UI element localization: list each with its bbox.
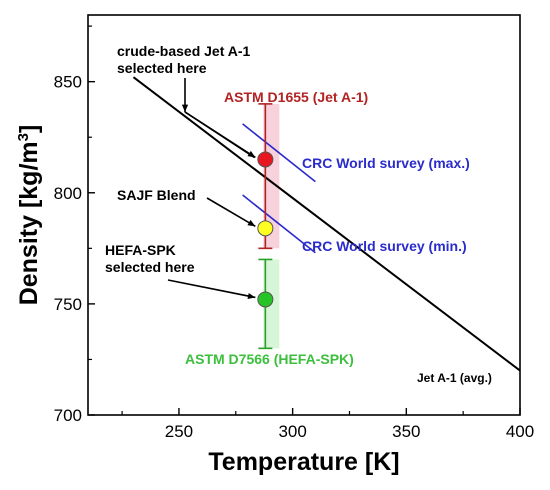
annotation-sajf: SAJF Blend (117, 187, 196, 203)
annotation-crc-min: CRC World survey (min.) (302, 238, 467, 254)
data-point-2 (257, 291, 274, 308)
range-band-0 (263, 103, 280, 249)
annotation-hefa-line1: HEFA-SPK (105, 242, 176, 258)
arrow-sajf-head (247, 219, 256, 227)
arrow-sajf (206, 197, 256, 228)
annotation-astm-d1655: ASTM D1655 (Jet A-1) (224, 89, 368, 105)
data-point-1 (257, 220, 274, 237)
y-tick-label: 750 (54, 295, 82, 314)
y-axis-title: Density [kg/m3] (15, 125, 43, 306)
x-tick-label: 300 (278, 422, 306, 441)
x-tick-label: 350 (392, 422, 420, 441)
y-axis-title-text: Density [kg/m (15, 141, 43, 305)
y-tick-label: 700 (54, 406, 82, 425)
y-tick-label: 850 (54, 73, 82, 92)
series-line-1 (242, 123, 316, 183)
data-point-0 (257, 151, 274, 168)
annotation-crude-line2: selected here (117, 60, 207, 76)
annotation-jet-avg: Jet A-1 (avg.) (417, 371, 492, 385)
y-tick-label: 800 (54, 184, 82, 203)
arrow-crude-down-head (181, 104, 189, 112)
series-line-0 (132, 76, 521, 372)
arrow-hefa (167, 279, 256, 299)
annotation-crude-line1: crude-based Jet A-1 (117, 43, 251, 59)
x-axis-title: Temperature [K] (208, 448, 399, 476)
annotation-crc-max: CRC World survey (max.) (302, 155, 470, 171)
x-tick-label: 250 (165, 422, 193, 441)
series-line-2 (242, 194, 316, 254)
plot-frame (87, 14, 521, 416)
arrow-crude (184, 111, 256, 159)
arrow-crude-head (247, 150, 256, 158)
annotation-hefa-line2: selected here (105, 259, 195, 275)
y-axis-title-superscript: 3 (15, 133, 32, 141)
x-tick-label: 400 (506, 422, 534, 441)
annotation-astm-d7566: ASTM D7566 (HEFA-SPK) (185, 351, 354, 367)
y-axis-title-bracket: ] (15, 125, 43, 133)
arrow-hefa-head (247, 292, 256, 300)
